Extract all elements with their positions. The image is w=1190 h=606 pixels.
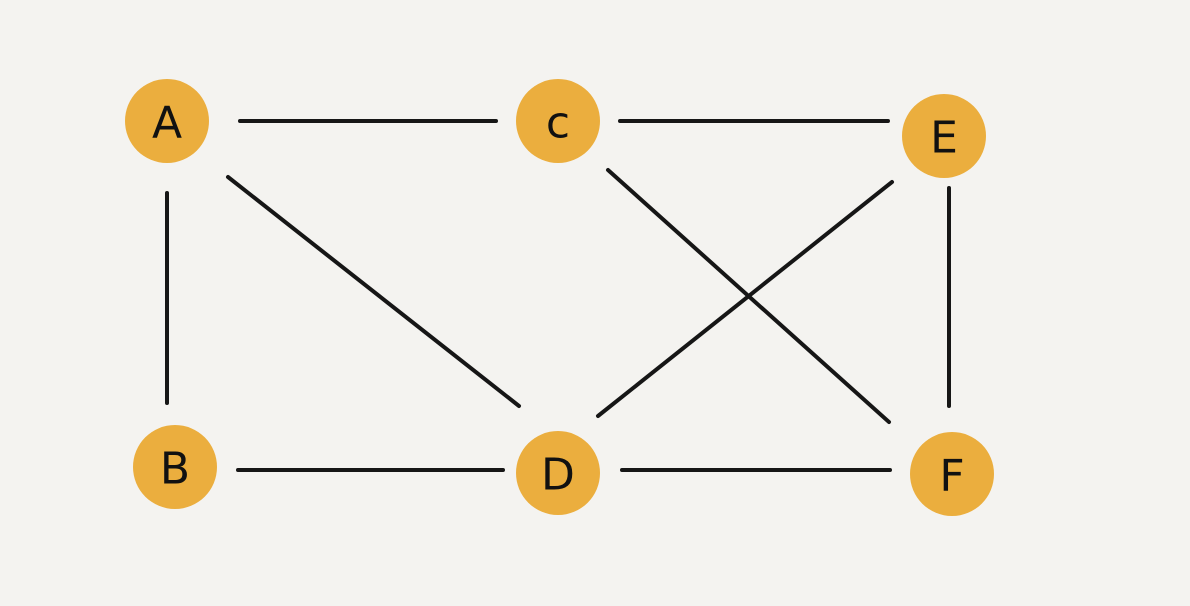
node-e-circle — [902, 94, 986, 178]
node-a: A — [125, 79, 209, 163]
node-d-label: D — [541, 450, 575, 501]
edge-a-d — [226, 175, 521, 408]
node-f-circle — [910, 432, 994, 516]
node-f-label: F — [939, 451, 964, 502]
node-f: F — [910, 432, 994, 516]
node-e-label: E — [930, 113, 958, 164]
node-b: B — [133, 425, 217, 509]
node-a-circle — [125, 79, 209, 163]
node-e: E — [902, 94, 986, 178]
node-d: D — [516, 431, 600, 515]
node-c-label: c — [546, 98, 570, 149]
node-c: c — [516, 79, 600, 163]
node-b-label: B — [160, 444, 190, 495]
edge-e-d — [596, 180, 894, 418]
node-b-circle — [133, 425, 217, 509]
node-d-circle — [516, 431, 600, 515]
node-a-label: A — [152, 98, 182, 149]
node-c-circle — [516, 79, 600, 163]
edges-layer — [165, 119, 951, 472]
